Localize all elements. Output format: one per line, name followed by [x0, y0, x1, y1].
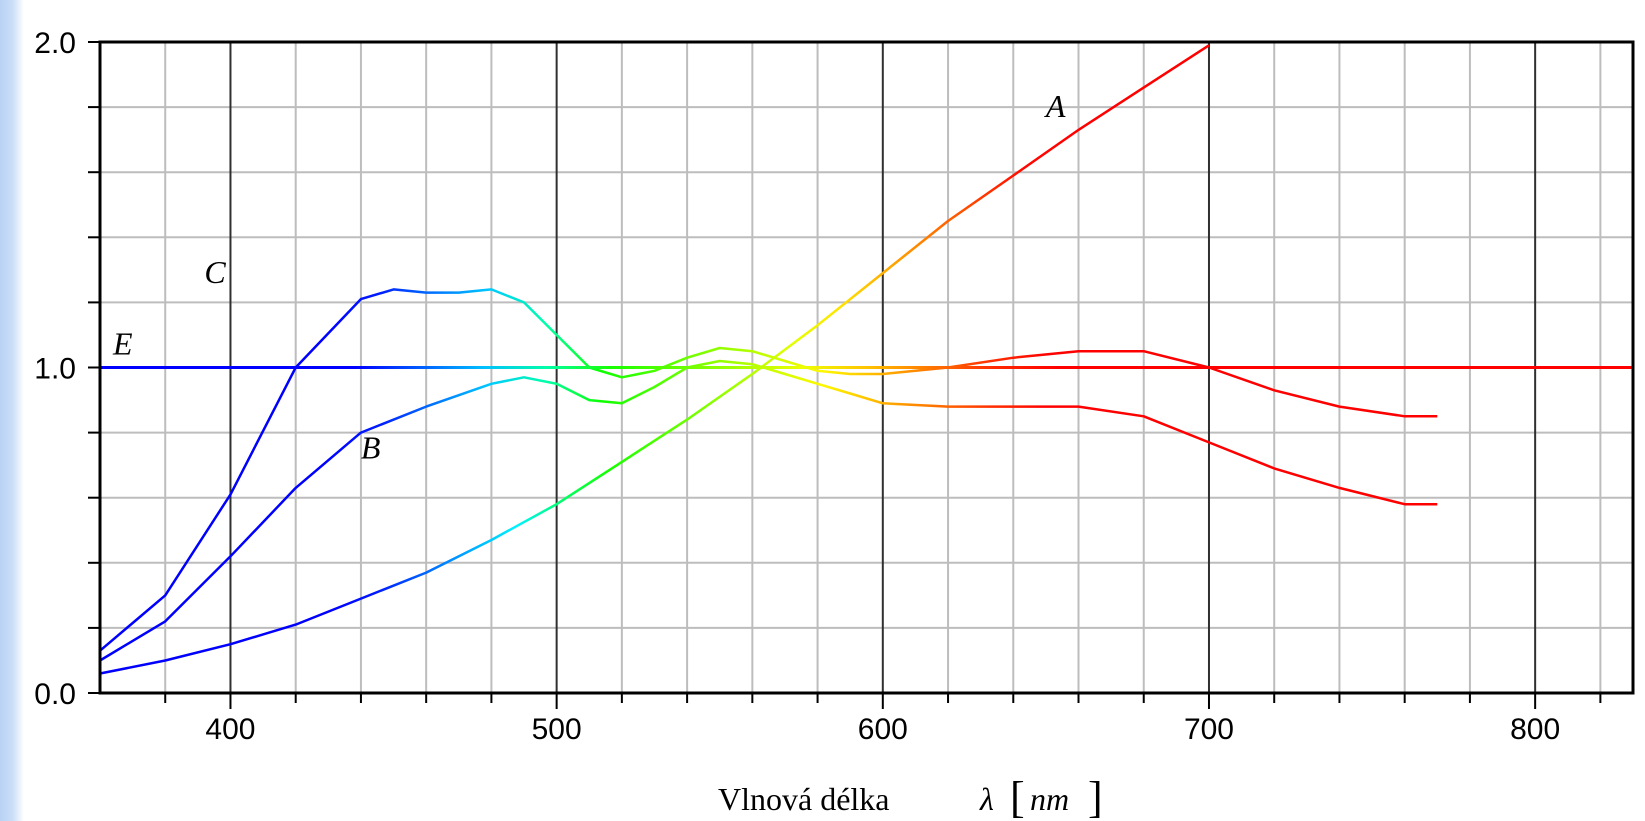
- x-tick-label: 400: [205, 713, 255, 746]
- x-axis-title-unit: nm: [1030, 781, 1069, 817]
- series-line-c: [99, 288, 1438, 652]
- curve-label-b: B: [361, 430, 381, 466]
- series-line-b: [99, 359, 1438, 662]
- x-tick-label: 500: [532, 713, 582, 746]
- x-axis-title-symbol: λ: [979, 781, 994, 817]
- series-layer: [99, 44, 1633, 675]
- series-line-a: [99, 44, 1210, 675]
- x-tick-label: 800: [1510, 713, 1560, 746]
- x-axis-title-bracket-close: ]: [1088, 773, 1103, 821]
- x-axis-title: Vlnová délka λ [ nm ]: [718, 773, 1103, 821]
- curve-label-e: E: [112, 325, 133, 361]
- x-axis-title-bracket-open: [: [1010, 773, 1025, 821]
- curve-annotations: A B C E: [112, 88, 1066, 466]
- x-axis-title-text: Vlnová délka: [718, 781, 890, 817]
- axis-ticks: [88, 41, 1602, 709]
- x-tick-label: 600: [858, 713, 908, 746]
- plot-frame: [98, 40, 1635, 695]
- y-tick-label: 0.0: [34, 678, 76, 711]
- curve-label-a: A: [1044, 88, 1066, 124]
- x-tick-label: 700: [1184, 713, 1234, 746]
- y-tick-label: 2.0: [34, 27, 76, 60]
- tick-labels: 400 500 600 700 800 0.0 1.0 2.0: [34, 27, 1560, 746]
- y-tick-label: 1.0: [34, 353, 76, 386]
- curve-label-c: C: [204, 254, 226, 290]
